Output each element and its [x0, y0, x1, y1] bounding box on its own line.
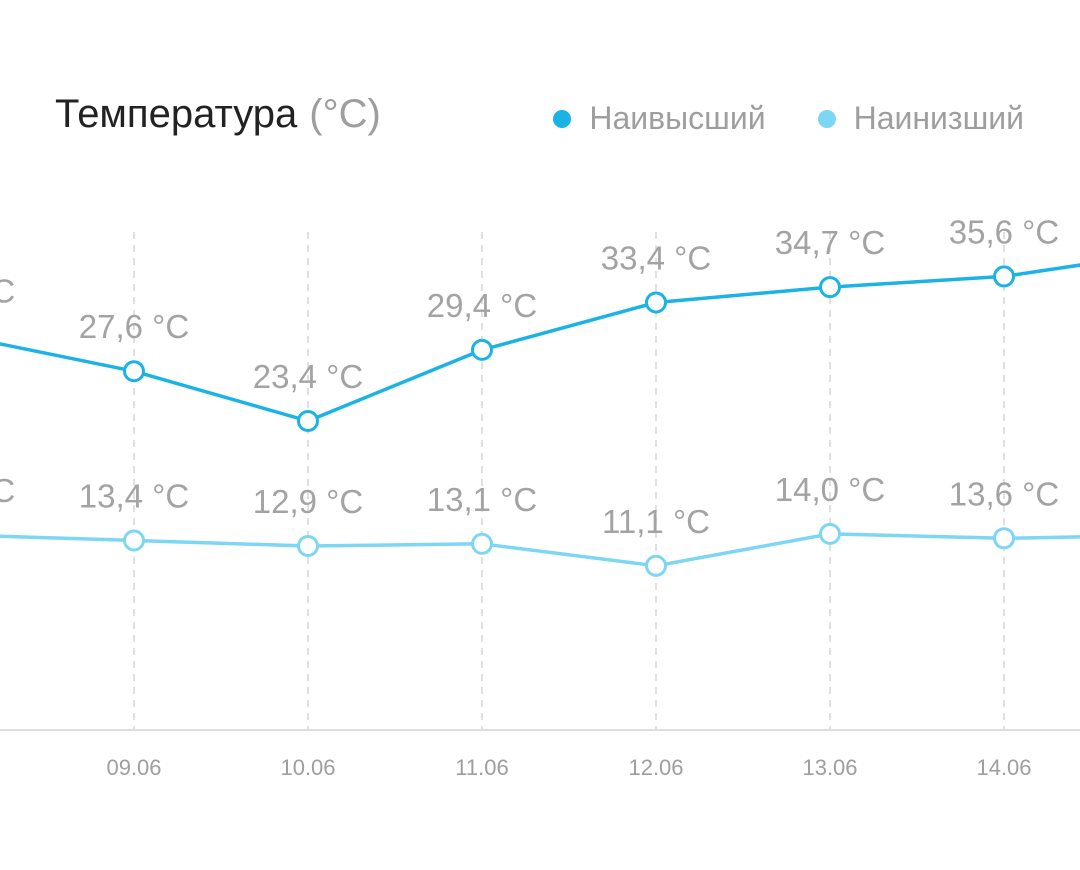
data-point-low	[993, 527, 1015, 550]
data-point-low	[471, 532, 493, 555]
data-label-low: 13,4 °C	[79, 478, 189, 515]
data-point-high	[297, 410, 319, 432]
data-label-high: 33,4 °C	[601, 240, 711, 277]
data-label-low: 13,1 °C	[427, 481, 537, 518]
x-tick-label: 11.06	[455, 755, 508, 780]
data-point-high	[471, 338, 493, 361]
chart-title-text: Температура	[55, 92, 298, 136]
x-tick-label: 12.06	[628, 755, 683, 780]
data-point-high	[819, 276, 841, 299]
x-tick-label: 13.06	[802, 755, 857, 780]
data-point-high	[993, 265, 1015, 288]
x-tick-label: 10.06	[280, 755, 335, 780]
data-point-high	[123, 360, 145, 383]
chart-title-unit: (°C)	[309, 92, 381, 136]
data-point-low	[645, 554, 667, 577]
data-label-high: 23,4 °C	[253, 358, 363, 395]
data-label-high: 27,6 °C	[79, 308, 189, 345]
legend-item-high[interactable]: Наивысший	[553, 100, 766, 137]
data-label-low: 13,9 °C	[0, 472, 15, 509]
data-label-low: 11,1 °C	[602, 503, 710, 540]
x-tick-label: 09.06	[106, 755, 161, 780]
data-point-high	[645, 291, 667, 314]
data-point-low	[297, 535, 319, 557]
data-label-high: 30,6 °C	[0, 273, 15, 310]
legend-marker-high	[553, 109, 572, 128]
series-line-low	[0, 532, 1080, 568]
data-label-high: 34,7 °C	[775, 224, 885, 261]
data-label-low: 13,6 °C	[949, 475, 1059, 512]
x-tick-label: 14.06	[976, 755, 1031, 780]
legend: Наивысший Наинизший	[501, 100, 1024, 137]
data-label-high: 35,6 °C	[949, 213, 1059, 250]
data-label-high: 29,4 °C	[427, 287, 537, 324]
data-label-low: 14,0 °C	[775, 471, 885, 508]
legend-item-low[interactable]: Наинизший	[817, 100, 1024, 137]
data-point-low	[819, 522, 841, 545]
legend-label-high: Наивысший	[589, 100, 766, 136]
legend-marker-low	[817, 109, 836, 128]
chart-title: Температура (°C)	[55, 92, 381, 137]
data-label-low: 12,9 °C	[253, 483, 363, 520]
legend-label-low: Наинизший	[853, 100, 1024, 136]
series-line-high	[0, 263, 1080, 423]
data-point-low	[123, 529, 145, 552]
